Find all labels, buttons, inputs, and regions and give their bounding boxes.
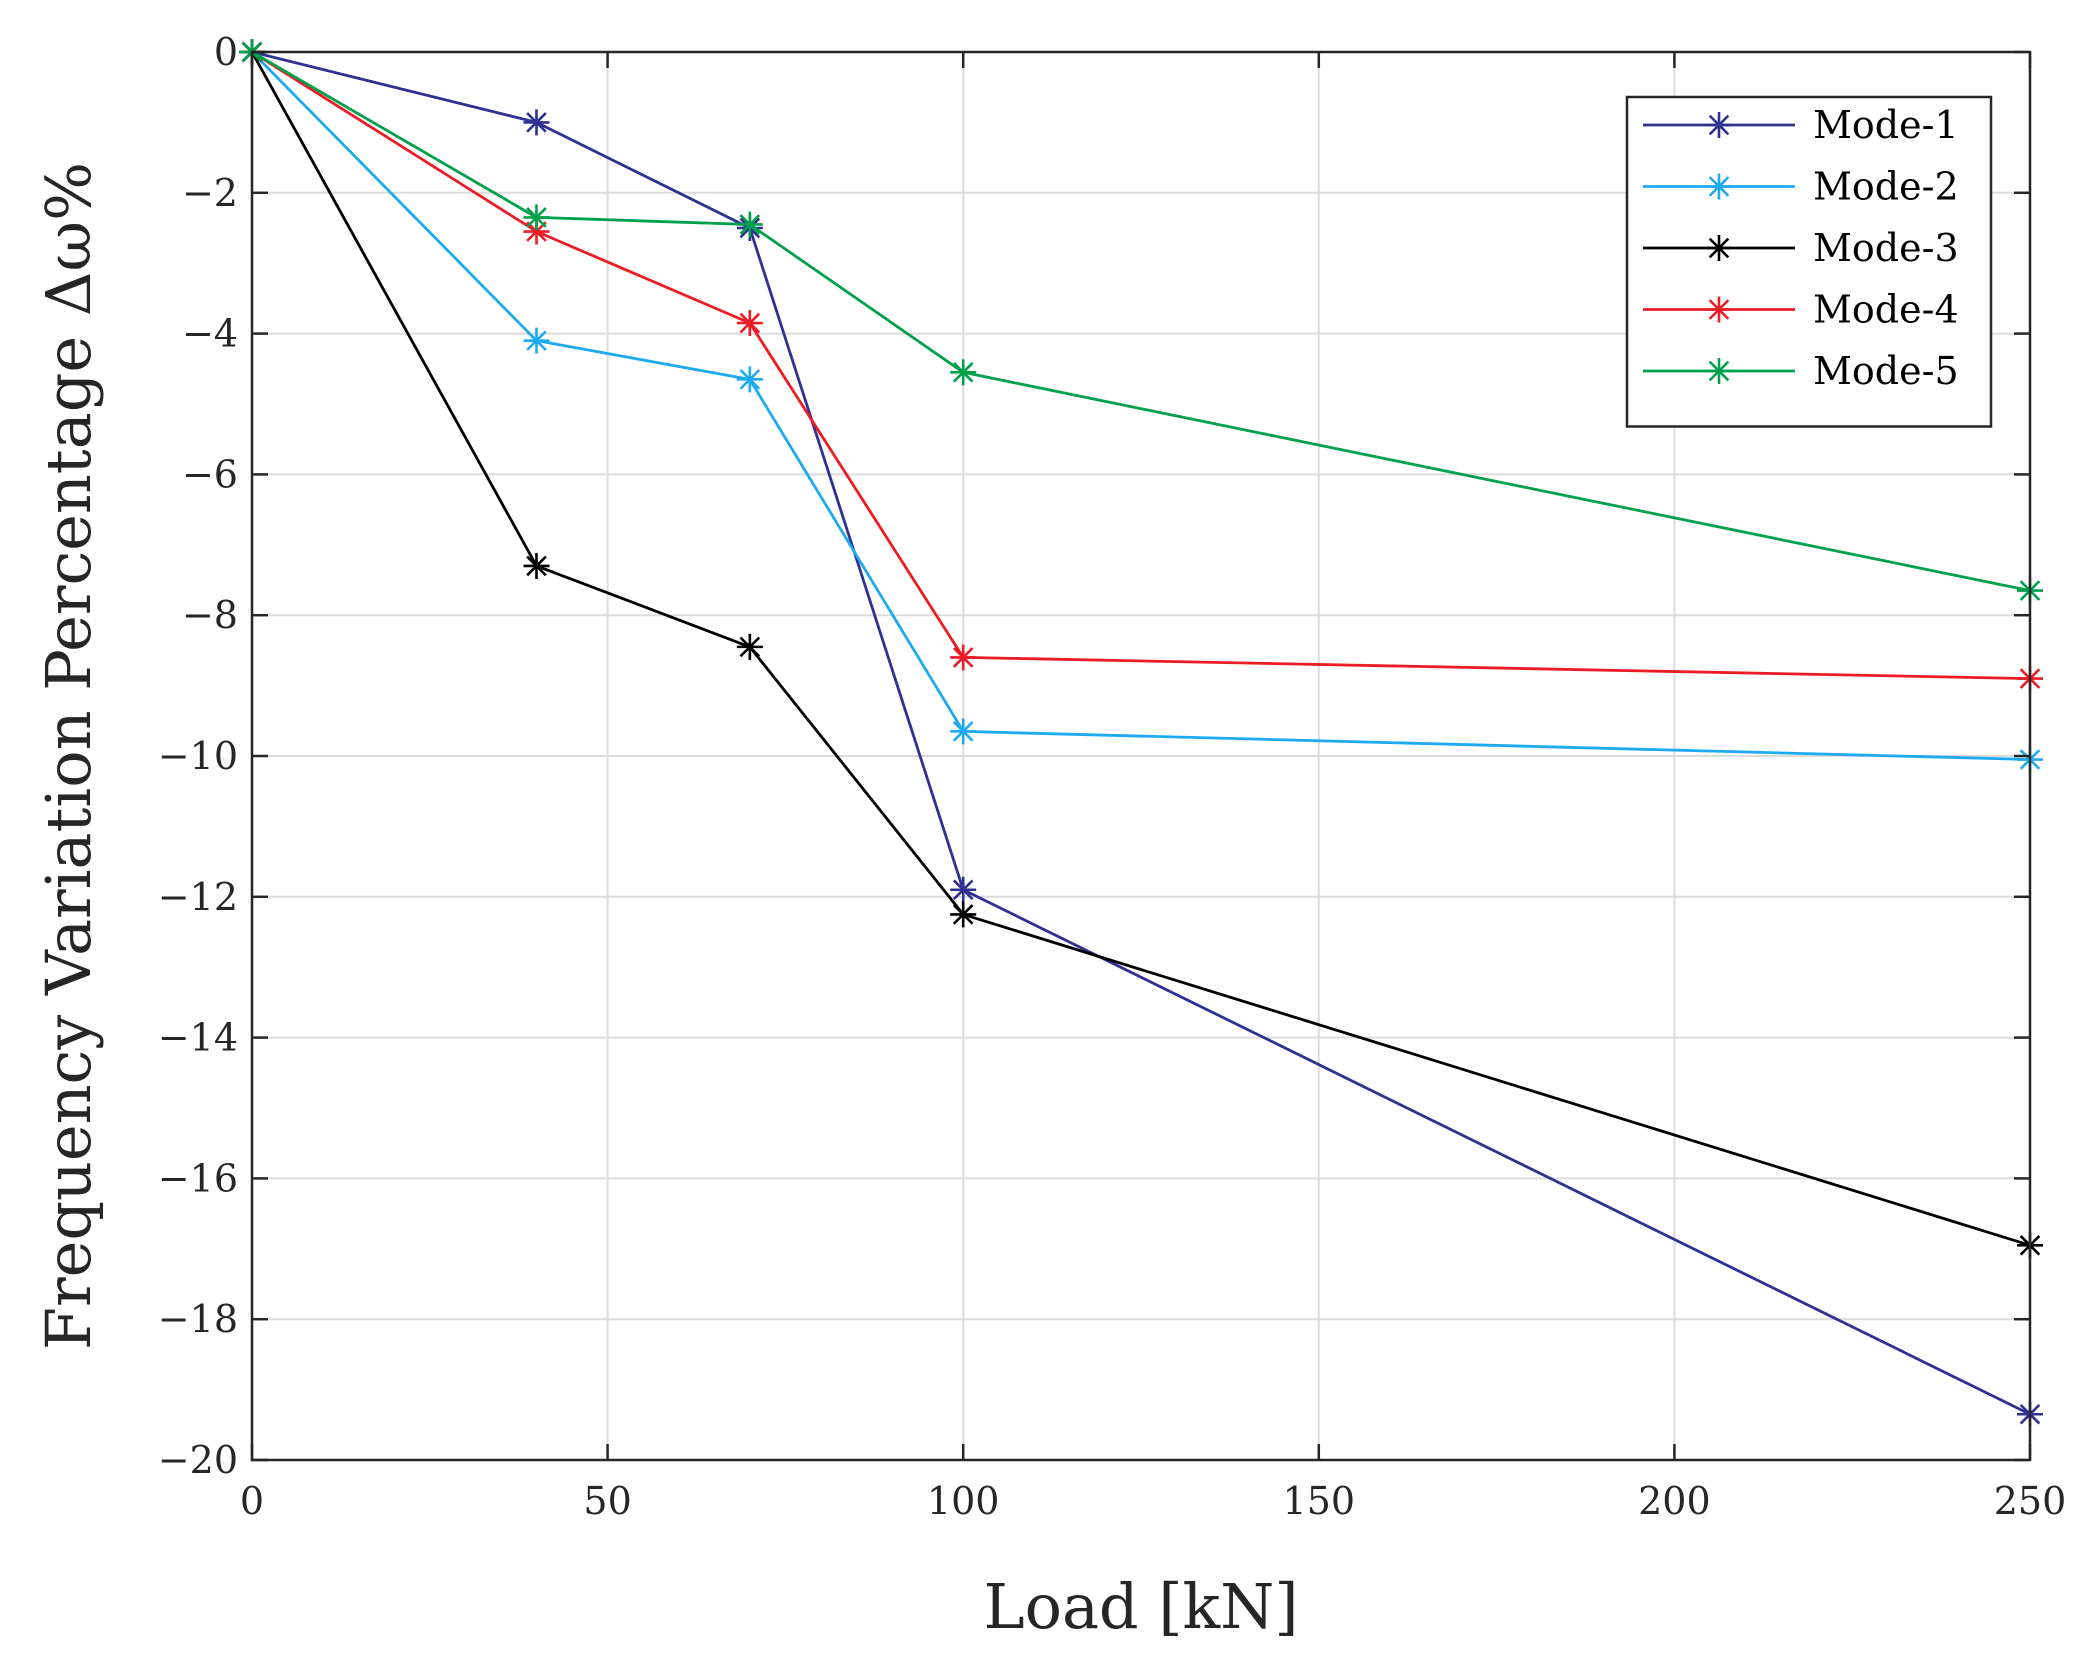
y-tick-label: −12 — [158, 875, 238, 919]
data-point — [523, 204, 550, 231]
legend-item: Mode-2 — [1643, 165, 1959, 209]
legend-item: Mode-1 — [1643, 103, 1959, 147]
x-tick-labels: 0 50 100 150 200 250 — [240, 1479, 2066, 1523]
x-tick-label: 50 — [583, 1479, 631, 1523]
data-point — [950, 901, 977, 928]
grid — [252, 52, 2030, 1460]
x-tick-label: 200 — [1638, 1479, 1711, 1523]
data-point — [736, 366, 763, 393]
legend-item: Mode-5 — [1643, 349, 1959, 393]
series-layer — [239, 39, 2043, 1428]
legend-marker — [1706, 112, 1732, 138]
legend-label: Mode-2 — [1813, 165, 1959, 209]
legend-label: Mode-4 — [1813, 288, 1959, 332]
legend-label: Mode-5 — [1813, 349, 1959, 393]
y-tick-label: 0 — [214, 30, 238, 74]
data-point — [736, 211, 763, 238]
x-tick-label: 150 — [1283, 1479, 1356, 1523]
y-tick-label: −10 — [158, 734, 238, 778]
x-tick-label: 100 — [927, 1479, 1000, 1523]
y-tick-label: −16 — [158, 1156, 238, 1200]
y-tick-labels: 0 −2 −4 −6 −8 −10 −12 −14 −16 −18 −20 — [158, 30, 238, 1482]
data-point — [523, 327, 550, 354]
legend-label: Mode-1 — [1813, 103, 1959, 147]
legend-marker — [1706, 235, 1732, 261]
y-tick-label: −4 — [182, 312, 238, 356]
y-tick-label: −20 — [158, 1438, 238, 1482]
x-axis-title: Load [kN] — [983, 1570, 1298, 1643]
data-point — [950, 876, 977, 903]
data-point — [950, 359, 977, 386]
data-point — [523, 552, 550, 579]
legend-marker — [1706, 173, 1732, 200]
legend-item: Mode-3 — [1643, 226, 1959, 270]
data-point — [950, 718, 977, 745]
y-tick-label: −2 — [182, 171, 238, 215]
x-tick-label: 250 — [1994, 1479, 2067, 1523]
y-tick-label: −6 — [182, 452, 238, 496]
tick-marks — [250, 50, 2032, 1462]
data-point — [736, 310, 763, 337]
x-tick-label: 0 — [240, 1479, 264, 1523]
legend-marker — [1706, 296, 1732, 323]
legend-marker — [1706, 358, 1732, 384]
y-tick-label: −18 — [158, 1297, 238, 1341]
data-point — [950, 644, 977, 671]
legend-label: Mode-3 — [1813, 226, 1959, 270]
y-tick-label: −8 — [182, 593, 238, 637]
legend-item: Mode-4 — [1643, 288, 1959, 332]
legend: Mode-1 Mode-2 Mode-3 Mode-4 Mode-5 — [1625, 95, 1993, 428]
data-point — [736, 633, 763, 660]
y-axis-title: Frequency Variation Percentage Δω% — [32, 162, 105, 1350]
y-tick-label: −14 — [158, 1016, 238, 1060]
data-point — [523, 109, 550, 136]
